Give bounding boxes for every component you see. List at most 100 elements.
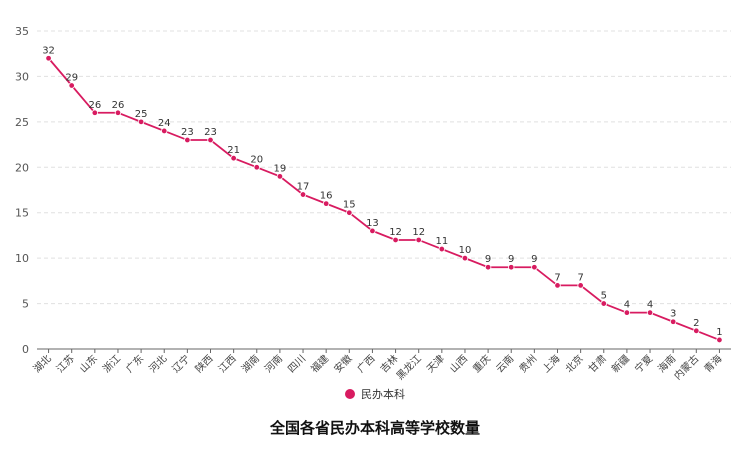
data-point <box>346 209 353 216</box>
data-label: 21 <box>227 145 240 156</box>
data-label: 17 <box>297 182 310 193</box>
x-tick-label: 山西 <box>447 353 470 376</box>
data-point <box>415 236 422 244</box>
data-point <box>554 282 561 289</box>
data-label: 24 <box>158 118 171 129</box>
data-point <box>276 173 284 180</box>
data-point <box>669 318 677 325</box>
data-label: 26 <box>88 100 101 111</box>
data-label: 23 <box>181 127 194 138</box>
x-tick-label: 陕西 <box>192 352 215 375</box>
x-axis: 湖北 江苏 山东 浙江 广东 河北 辽宁 陕西 江西 湖南 河南 四川 福建 安徽 广西 吉林黑龙江 天津 山西重… <box>31 348 731 382</box>
data-point <box>577 282 584 289</box>
data-label: 7 <box>577 272 583 283</box>
x-tick-label: 黑龙江 <box>393 352 423 382</box>
data-point <box>184 136 191 144</box>
data-label: 4 <box>647 300 653 311</box>
chart-title: 全国各省民办本科高等学校数量 <box>269 419 480 437</box>
data-point <box>137 118 145 126</box>
x-tick-label: 辽宁 <box>169 352 192 375</box>
x-tick-label: 甘肃 <box>586 352 609 375</box>
data-point <box>531 264 538 271</box>
data-point <box>68 82 75 89</box>
x-tick-label: 福建 <box>308 352 331 375</box>
data-label: 3 <box>670 309 676 320</box>
data-point <box>461 254 469 262</box>
y-tick-label: 25 <box>15 116 29 129</box>
x-tick-label: 河南 <box>262 352 285 375</box>
data-label: 23 <box>204 127 217 138</box>
x-tick-label: 新疆 <box>609 352 632 375</box>
data-label: 29 <box>65 73 78 84</box>
data-point <box>91 109 99 116</box>
data-point <box>299 191 307 198</box>
data-label: 9 <box>508 254 514 265</box>
legend-swatch-icon <box>345 389 355 399</box>
data-label: 12 <box>389 227 402 238</box>
data-label: 19 <box>274 163 287 174</box>
data-point <box>623 309 631 316</box>
x-tick-label: 安徽 <box>331 352 354 375</box>
x-tick-label: 江苏 <box>53 352 76 375</box>
data-label: 1 <box>716 327 722 338</box>
y-tick-label: 30 <box>15 70 29 83</box>
legend[interactable]: 民办本科 <box>0 386 750 402</box>
data-label: 2 <box>693 318 699 329</box>
series-line-path <box>47 57 720 341</box>
x-tick-label: 青海 <box>701 352 724 375</box>
x-tick-label: 内蒙古 <box>671 352 701 382</box>
x-tick-label: 宁夏 <box>632 352 655 375</box>
data-label: 5 <box>601 291 607 302</box>
data-point <box>322 200 330 207</box>
y-tick-label: 0 <box>22 343 29 356</box>
data-label: 20 <box>250 154 263 165</box>
data-label: 11 <box>435 236 448 247</box>
x-tick-label: 山东 <box>77 352 100 375</box>
x-tick-label: 天津 <box>424 353 447 376</box>
legend-label: 民办本科 <box>361 388 405 401</box>
data-label: 32 <box>42 45 55 56</box>
y-tick-label: 10 <box>15 252 29 265</box>
data-label: 9 <box>485 254 491 265</box>
x-tick-label: 广西 <box>355 353 378 376</box>
data-label: 12 <box>412 227 425 238</box>
data-label: 26 <box>112 100 125 111</box>
data-point <box>207 136 214 144</box>
y-tick-label: 5 <box>22 298 29 311</box>
x-tick-label: 浙江 <box>100 353 123 376</box>
x-tick-label: 贵州 <box>516 352 539 375</box>
x-tick-label: 北京 <box>562 352 585 375</box>
data-point <box>438 245 446 253</box>
data-label: 16 <box>320 191 333 202</box>
x-tick-label: 江西 <box>216 353 239 376</box>
data-point <box>369 227 376 235</box>
data-point <box>45 55 52 62</box>
x-tick-label: 四川 <box>286 353 308 375</box>
x-tick-label: 湖南 <box>239 352 262 375</box>
x-tick-label: 湖北 <box>31 353 54 376</box>
data-point <box>253 164 260 171</box>
data-point <box>600 300 607 307</box>
data-label: 7 <box>554 272 560 283</box>
grid-lines <box>37 30 731 305</box>
data-point <box>484 264 492 271</box>
data-label: 13 <box>366 218 379 229</box>
x-tick-label: 上海 <box>539 352 562 375</box>
y-tick-label: 35 <box>15 25 29 38</box>
series-line <box>45 55 723 344</box>
y-tick-label: 20 <box>15 161 29 174</box>
y-tick-label: 15 <box>15 207 29 220</box>
data-point <box>161 127 168 135</box>
data-point <box>646 309 654 316</box>
data-point <box>230 154 237 162</box>
data-point <box>693 327 700 335</box>
x-tick-label: 河北 <box>147 353 170 376</box>
data-point <box>114 109 122 116</box>
data-point <box>716 336 723 344</box>
data-label: 15 <box>343 200 356 211</box>
y-axis: 0 5 10 15 20 25 30 35 <box>15 25 29 356</box>
data-label: 4 <box>624 300 630 311</box>
x-tick-label: 广东 <box>123 352 146 375</box>
